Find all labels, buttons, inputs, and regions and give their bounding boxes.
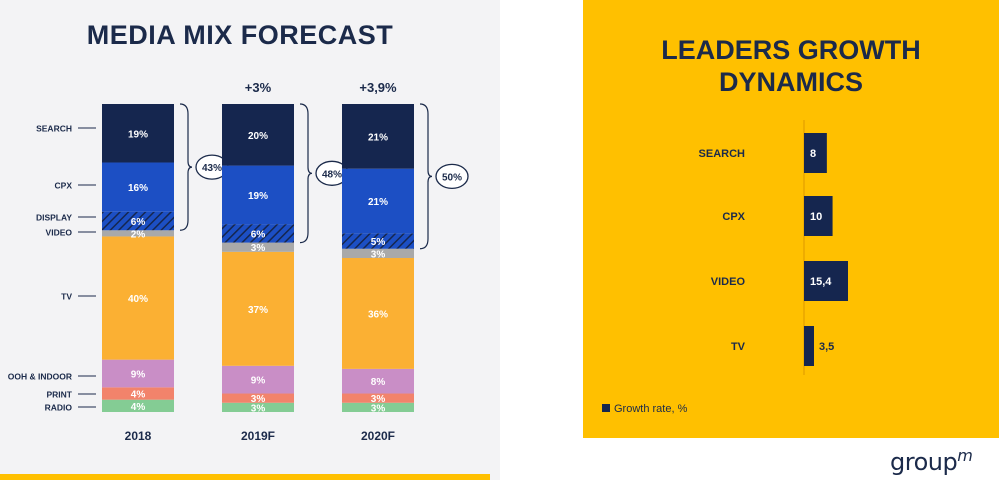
bracket-2019F [299,103,313,244]
leaders-title-line-2: DYNAMICS [718,67,863,97]
growth-value-VIDEO: 15,4 [810,276,832,288]
accent-strip [0,474,490,480]
leaders-growth-panel [583,0,999,438]
data-label-display-2019F: 6% [251,229,266,240]
series-label-radio: RADIO [45,403,73,413]
bar-ooh-2020F [342,368,414,394]
growth-value-TV: 3,5 [819,341,834,353]
bar-radio-2019F [222,402,294,412]
series-label-display: DISPLAY [36,213,72,223]
data-label-search-2018: 19% [128,129,148,140]
data-label-print-2018: 4% [131,390,146,401]
series-label-search: SEARCH [36,124,72,134]
data-label-ooh-2019F: 9% [251,376,266,387]
growth-category-TV: TV [731,341,746,353]
data-label-tv-2019F: 37% [248,305,268,316]
bar-print-2019F [222,393,294,403]
series-label-video: VIDEO [46,228,73,238]
data-label-cpx-2018: 16% [128,183,148,194]
data-label-tv-2018: 40% [128,294,148,305]
data-label-search-2020F: 21% [368,132,388,143]
data-label-search-2019F: 20% [248,131,268,142]
category-label-2019F: 2019F [241,429,275,443]
data-label-video-2018: 2% [131,229,146,240]
series-label-cpx: CPX [55,181,73,191]
growth-annotation-2020F: +3,9% [359,80,397,95]
series-label-tv: TV [61,292,72,302]
bar-tv-2018 [102,236,174,360]
data-label-display-2020F: 5% [371,237,386,248]
data-label-cpx-2019F: 19% [248,191,268,202]
data-label-radio-2018: 4% [131,402,146,413]
bracket-2020F [419,103,433,250]
data-label-video-2019F: 3% [251,243,266,254]
growth-bar-VIDEO [804,261,848,301]
bracket-label-2019F: 48% [322,169,342,180]
legend-label: Growth rate, % [614,403,688,415]
growth-bar-CPX [804,196,833,236]
bar-search-2018 [102,104,174,163]
growth-value-SEARCH: 8 [810,148,816,160]
data-label-cpx-2020F: 21% [368,197,388,208]
bar-cpx-2020F [342,168,414,234]
bar-ooh-2018 [102,359,174,388]
growth-annotation-2019F: +3% [245,80,272,95]
media-mix-title: MEDIA MIX FORECAST [86,20,394,50]
growth-category-SEARCH: SEARCH [699,148,746,160]
leaders-title-line-1: LEADERS GROWTH [661,35,921,65]
bar-search-2019F [222,104,294,166]
bar-video-2018 [102,230,174,237]
growth-category-VIDEO: VIDEO [711,276,746,288]
leaders-growth-title: LEADERS GROWTH DYNAMICS [583,34,999,98]
bar-radio-2018 [102,399,174,412]
bar-video-2020F [342,248,414,258]
data-label-ooh-2018: 9% [131,370,146,381]
data-label-ooh-2020F: 8% [371,377,386,388]
growth-bar-SEARCH [804,133,827,173]
bar-print-2018 [102,387,174,400]
bar-cpx-2018 [102,162,174,212]
series-label-print: PRINT [47,390,73,400]
legend-swatch [602,404,610,412]
logo-text: group [890,448,958,476]
bracket-badge-2020F [435,163,469,190]
bar-search-2020F [342,104,414,169]
growth-category-CPX: CPX [722,211,745,223]
logo-sup: m [957,446,973,465]
data-label-tv-2020F: 36% [368,309,388,320]
bar-display-2019F [222,224,294,243]
bar-radio-2020F [342,402,414,412]
bar-cpx-2019F [222,165,294,225]
category-label-2018: 2018 [125,429,152,443]
data-label-video-2020F: 3% [371,249,386,260]
bar-display-2020F [342,233,414,249]
data-label-display-2018: 6% [131,217,146,228]
bar-tv-2019F [222,251,294,366]
groupm-logo: groupm [890,446,973,476]
series-label-ooh: OOH & INDOOR [8,372,72,382]
bar-print-2020F [342,393,414,403]
data-label-radio-2019F: 3% [251,403,266,414]
data-label-print-2019F: 3% [251,394,266,405]
bar-tv-2020F [342,258,414,369]
category-label-2020F: 2020F [361,429,395,443]
data-label-print-2020F: 3% [371,394,386,405]
bracket-2018 [179,103,193,231]
bracket-label-2020F: 50% [442,172,462,183]
bar-video-2019F [222,242,294,252]
bracket-label-2018: 43% [202,163,222,174]
bar-ooh-2019F [222,365,294,394]
growth-value-CPX: 10 [810,211,822,223]
data-label-radio-2020F: 3% [371,403,386,414]
bar-display-2018 [102,211,174,231]
growth-bar-TV [804,326,814,366]
